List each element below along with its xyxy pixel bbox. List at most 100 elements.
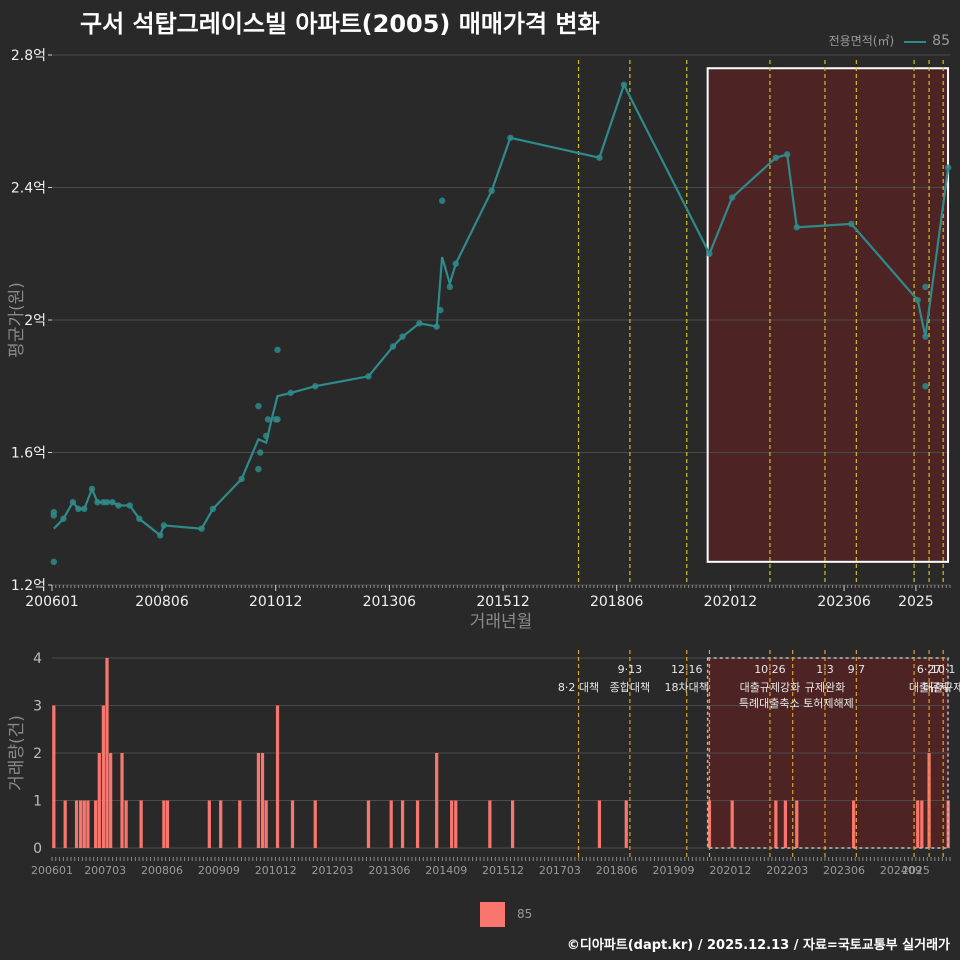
volume-bar	[624, 800, 628, 848]
x-tick-label: 200703	[84, 864, 126, 877]
highlight-box	[706, 67, 950, 563]
x-tick-label: 201703	[539, 864, 581, 877]
volume-bar	[165, 800, 170, 848]
volume-bar	[120, 753, 124, 848]
policy-date-label: 12·16	[671, 663, 703, 676]
scatter-point	[50, 508, 58, 516]
y-tick-label: 1	[33, 794, 42, 810]
policy-date-label: 10·26	[754, 663, 786, 676]
volume-bar	[774, 800, 778, 848]
policy-name-label: 규제완화	[805, 681, 845, 694]
x-tick-label: 202012	[709, 864, 751, 877]
y-tick-label: 2억	[24, 313, 46, 329]
volume-bar	[219, 800, 223, 848]
volume-bar	[124, 800, 128, 848]
volume-bar	[795, 800, 799, 848]
volume-bar	[946, 800, 950, 848]
x-tick-label: 200909	[198, 864, 240, 877]
y-tick-label: 2	[33, 746, 42, 762]
x-tick-label: 201512	[482, 864, 524, 877]
scatter-point	[922, 283, 929, 291]
volume-bar	[707, 800, 712, 848]
scatter-point	[255, 402, 262, 410]
volume-bar	[597, 800, 602, 848]
scatter-point	[255, 465, 262, 473]
volume-bar	[454, 800, 458, 848]
policy-name-label: 대출규제	[909, 681, 949, 694]
highlight-box	[706, 657, 949, 849]
line-legend: 전용면적(㎡) 85	[829, 32, 950, 49]
scatter-point	[274, 416, 281, 423]
y-tick-label: 0	[33, 841, 42, 857]
x-tick-label: 201306	[363, 594, 417, 610]
line-legend-title: 전용면적(㎡)	[828, 34, 895, 48]
x-tick-label: 202409	[880, 864, 922, 877]
volume-bar	[162, 800, 166, 848]
volume-bar	[82, 800, 86, 848]
price-line-chart: 1.2억 1.6억 2억 2.4억 2.8억 200601 200806 201012 2013…	[7, 48, 952, 632]
y-tick-label: 2.8억	[11, 48, 46, 64]
y-tick-label: 3	[33, 699, 42, 715]
chart-title: 구서 석탑그레이스빌 아파트(2005) 매매가격 변화	[80, 10, 600, 38]
y-tick-label: 1.2억	[11, 578, 46, 594]
policy-name-label: 종합대책	[610, 681, 650, 694]
y-tick-label: 4	[33, 651, 42, 667]
x-tick-label: 202306	[823, 864, 865, 877]
volume-bar	[97, 753, 101, 848]
line-legend-swatch	[904, 40, 927, 43]
scatter-point	[922, 383, 929, 390]
scatter-point	[50, 558, 58, 566]
policy-date-label: 6·27	[917, 663, 942, 676]
bar-legend-swatch	[480, 902, 505, 927]
x-tick-label: 201409	[425, 864, 467, 877]
volume-bar	[109, 753, 113, 848]
volume-bar	[139, 800, 143, 848]
volume-bar	[400, 800, 405, 848]
x-tick-label: 200806	[141, 864, 183, 877]
x-tick-label: 2025	[902, 864, 930, 877]
volume-bar	[435, 753, 439, 848]
volume-bar	[79, 800, 83, 848]
volume-bar	[389, 800, 393, 848]
x-tick-label: 201203	[312, 864, 354, 877]
scatter-point	[274, 346, 281, 354]
volume-bar	[101, 705, 105, 848]
volume-bar	[74, 800, 79, 848]
y-axis-title: 평균가(원)	[7, 282, 27, 358]
volume-bar	[920, 800, 924, 848]
policy-date-label: 10·1	[931, 663, 956, 676]
x-tick-label: 201909	[653, 864, 695, 877]
volume-bar	[105, 658, 109, 848]
volume-bar	[783, 800, 788, 848]
x-tick-label: 201512	[476, 594, 529, 610]
volume-bar	[851, 800, 856, 848]
volume-bar	[94, 800, 98, 848]
volume-bar	[730, 800, 734, 848]
volume-bar	[52, 705, 56, 848]
scatter-point	[438, 197, 446, 204]
volume-bar	[450, 800, 454, 848]
volume-bar	[63, 800, 67, 848]
volume-bar	[366, 800, 371, 848]
volume-bar	[207, 800, 211, 848]
volume-bar	[264, 800, 268, 848]
source-footer: ©디아파트(dapt.kr) / 2025.12.13 / 자료=국토교통부 실…	[566, 938, 950, 953]
y-axis-title: 거래량(건)	[7, 715, 27, 791]
volume-bar-chart: 0 1 2 3 4 8·2 대책 9·13 종합대책 12·16 18차대책 10·26 대출규제강화…	[7, 650, 960, 877]
policy-date-label: 9·7	[848, 663, 866, 676]
volume-bar	[260, 753, 265, 848]
x-tick-label: 202012	[704, 594, 757, 610]
line-legend-item: 85	[932, 33, 950, 49]
scatter-point	[264, 416, 272, 423]
policy-name-label: 18차대책	[665, 681, 709, 694]
volume-bar	[510, 800, 515, 848]
policy-name-label: 특례대출축소 토허제해제	[739, 696, 854, 710]
x-tick-label: 2025	[898, 594, 934, 610]
policy-name-label: 8·2 대책	[558, 681, 599, 694]
volume-bar	[313, 800, 317, 848]
volume-bar	[415, 800, 420, 848]
x-tick-label: 200806	[135, 594, 189, 610]
volume-bar	[86, 800, 90, 848]
